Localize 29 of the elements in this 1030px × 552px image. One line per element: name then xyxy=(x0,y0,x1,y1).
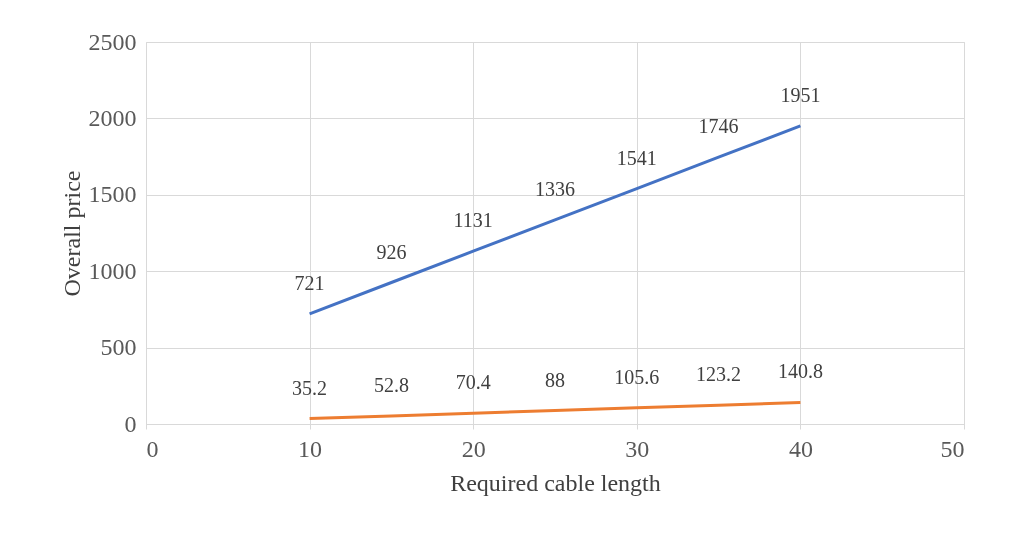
line-series xyxy=(308,400,802,421)
y-tick-label: 2000 xyxy=(88,104,137,131)
data-label: 1746 xyxy=(698,115,739,138)
data-label: 1336 xyxy=(535,177,575,200)
data-label: 721 xyxy=(294,271,325,294)
data-label: 140.8 xyxy=(777,360,823,383)
data-label: 123.2 xyxy=(696,363,742,386)
data-label: 35.2 xyxy=(292,376,328,399)
y-tick-label: 1000 xyxy=(88,257,137,284)
y-tick-label: 2500 xyxy=(88,28,137,55)
x-tick-label: 30 xyxy=(625,435,650,462)
y-tick-label: 500 xyxy=(100,334,137,361)
x-axis-title: Required cable length xyxy=(450,469,661,496)
data-label: 105.6 xyxy=(614,365,660,388)
y-axis-title: Overall price xyxy=(58,170,85,297)
x-tick-label: 10 xyxy=(298,435,323,462)
x-tick-label: 0 xyxy=(146,435,159,462)
y-tick-label: 1500 xyxy=(88,181,137,208)
y-tick-label: 0 xyxy=(124,410,137,437)
data-label: 52.8 xyxy=(373,373,409,396)
data-label: 1541 xyxy=(616,146,657,169)
data-label: 70.4 xyxy=(455,371,491,394)
x-tick-label: 20 xyxy=(461,435,486,462)
x-tick-label: 50 xyxy=(940,435,965,462)
data-label: 1951 xyxy=(780,83,821,106)
x-tick-label: 40 xyxy=(788,435,813,462)
data-label: 1131 xyxy=(453,209,493,232)
data-label: 926 xyxy=(376,240,407,263)
data-label: 88 xyxy=(545,368,565,391)
